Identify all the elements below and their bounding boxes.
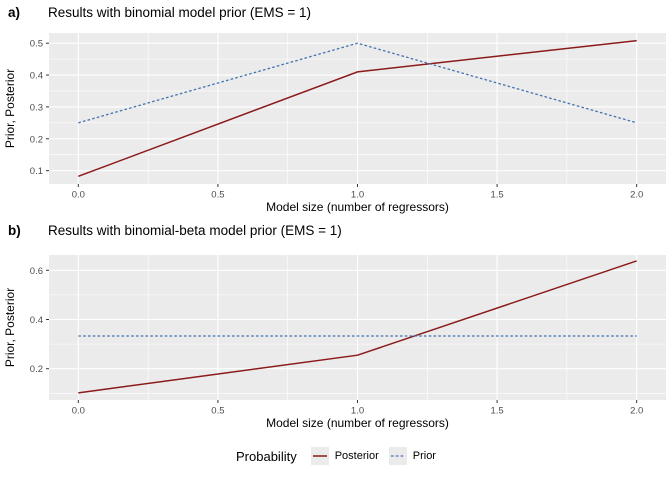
- x-tick-label: 0.5: [211, 406, 224, 417]
- chart-a-title-row: a) Results with binomial model prior (EM…: [0, 5, 672, 25]
- posterior-line-sample-icon: [312, 455, 327, 457]
- x-tick-label: 0.0: [72, 406, 85, 417]
- legend: Probability Posterior Prior: [0, 442, 672, 470]
- y-tick-label: 0.5: [30, 39, 43, 50]
- panel-b-title: Results with binomial-beta model prior (…: [48, 223, 342, 238]
- y-axis-title: Prior, Posterior: [3, 69, 17, 148]
- panel-b-tag: b): [8, 223, 21, 238]
- panel-a-tag: a): [8, 5, 21, 20]
- y-axis-title: Prior, Posterior: [3, 288, 17, 367]
- x-axis-title: Model size (number of regressors): [266, 416, 449, 430]
- y-tick-label: 0.6: [30, 266, 43, 277]
- x-tick-label: 1.5: [490, 406, 503, 417]
- panel-b-plot: 0.0 0.5 1.0 1.5 2.0 0.2 0.4 0.6 Model size (numb…: [3, 255, 666, 430]
- legend-label-prior: Prior: [412, 450, 436, 462]
- series-line-posterior: [78, 39, 637, 178]
- x-tick-label: 2.0: [630, 190, 643, 201]
- legend-key-prior: [388, 447, 407, 465]
- x-tick-label: 0.5: [211, 190, 224, 201]
- series-line-posterior: [78, 260, 637, 394]
- legend-item-prior: Prior: [388, 447, 436, 465]
- y-tick-label: 0.1: [30, 166, 43, 177]
- panel-a-plot: 0.0 0.5 1.0 1.5 2.0 0.1 0.2 0.3 0.4 0.5 Model size…: [3, 33, 666, 214]
- chart-b-title-row: b) Results with binomial-beta model prio…: [0, 223, 672, 243]
- prior-line-sample-icon: [390, 455, 405, 457]
- y-tick-label: 0.2: [30, 134, 43, 145]
- x-axis-title: Model size (number of regressors): [266, 200, 449, 214]
- y-tick-label: 0.4: [30, 315, 43, 326]
- y-tick-label: 0.3: [30, 102, 43, 113]
- x-tick-label: 1.0: [351, 190, 364, 201]
- chart-a: a) Results with binomial model prior (EM…: [0, 0, 672, 214]
- panel-a-title: Results with binomial model prior (EMS =…: [48, 5, 311, 20]
- legend-key-posterior: [310, 447, 329, 465]
- y-tick-label: 0.4: [30, 71, 43, 82]
- legend-item-posterior: Posterior: [310, 447, 379, 465]
- chart-b: b) Results with binomial-beta model prio…: [0, 218, 672, 432]
- legend-title: Probability: [236, 448, 297, 464]
- x-tick-label: 2.0: [630, 406, 643, 417]
- legend-label-posterior: Posterior: [334, 450, 379, 462]
- x-tick-label: 1.0: [351, 406, 364, 417]
- y-tick-label: 0.2: [30, 364, 43, 375]
- series-line-prior: [78, 42, 637, 124]
- x-tick-label: 0.0: [72, 190, 85, 201]
- x-tick-label: 1.5: [490, 190, 503, 201]
